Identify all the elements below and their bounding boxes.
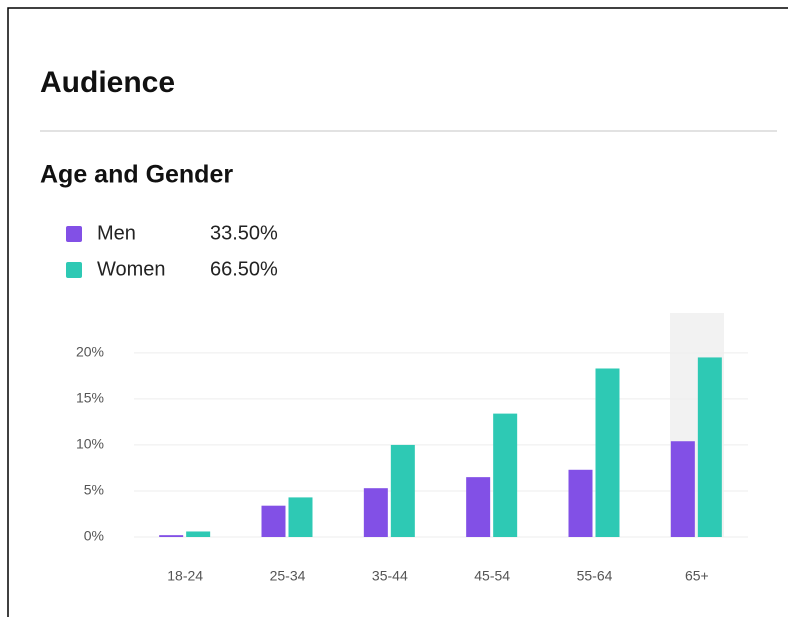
legend-label: Men <box>97 222 136 244</box>
x-tick-label: 55-64 <box>577 568 613 584</box>
x-tick-label: 35-44 <box>372 568 408 584</box>
bar <box>261 505 286 537</box>
x-tick-label: 65+ <box>685 568 709 584</box>
panel-border <box>7 7 788 617</box>
x-tick-label: 25-34 <box>270 568 306 584</box>
y-tick-label: 0% <box>84 528 104 544</box>
x-tick-label: 18-24 <box>167 568 203 584</box>
y-tick-label: 10% <box>76 436 104 452</box>
bar <box>288 497 313 537</box>
legend-share: 33.50% <box>210 222 278 244</box>
legend-share: 66.50% <box>210 258 278 280</box>
legend-swatch <box>66 262 82 278</box>
bar <box>670 441 695 537</box>
bar <box>390 444 415 537</box>
y-tick-label: 15% <box>76 390 104 406</box>
bar <box>186 531 211 537</box>
page-title: Audience <box>40 66 175 99</box>
bar <box>363 488 388 537</box>
legend-swatch <box>66 226 82 242</box>
bar <box>697 357 722 537</box>
chart-title: Age and Gender <box>40 161 233 189</box>
legend-label: Women <box>97 258 166 280</box>
bar <box>159 535 184 537</box>
y-tick-label: 20% <box>76 344 104 360</box>
bar <box>595 368 620 537</box>
bar <box>568 469 593 537</box>
x-tick-label: 45-54 <box>474 568 510 584</box>
bar <box>493 413 518 537</box>
bar <box>466 477 491 537</box>
y-tick-label: 5% <box>84 482 104 498</box>
